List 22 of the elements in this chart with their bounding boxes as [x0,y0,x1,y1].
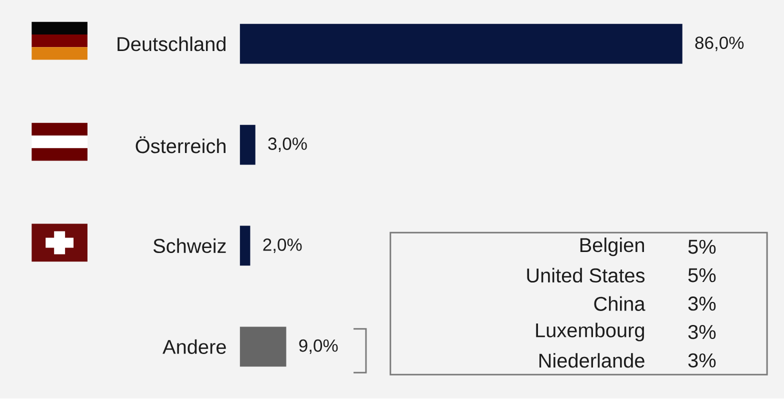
category-label: Luxembourg [536,322,644,342]
y-tick-label: Österreich [136,136,226,154]
bar [240,226,250,266]
data-label: 3% [688,354,716,368]
y-tick-label: Schweiz [153,238,226,254]
y-tick-label: Andere [162,340,226,354]
bar [240,24,682,64]
bar [240,326,286,367]
data-label: 86,0% [695,36,744,52]
bar [240,125,256,165]
category-label: Belgien [580,238,644,256]
data-label: 9,0% [299,340,338,354]
data-label: 3,0% [268,138,307,152]
category-label: Niederlande [539,353,644,368]
data-label: 5% [688,240,716,254]
data-label: 3% [688,325,716,340]
y-tick-label: Deutschland [118,36,226,52]
data-label: 3% [688,296,716,311]
category-label: United States [527,268,645,283]
category-label: China [594,296,646,312]
data-label: 2,0% [263,238,302,254]
data-label: 5% [688,268,716,282]
